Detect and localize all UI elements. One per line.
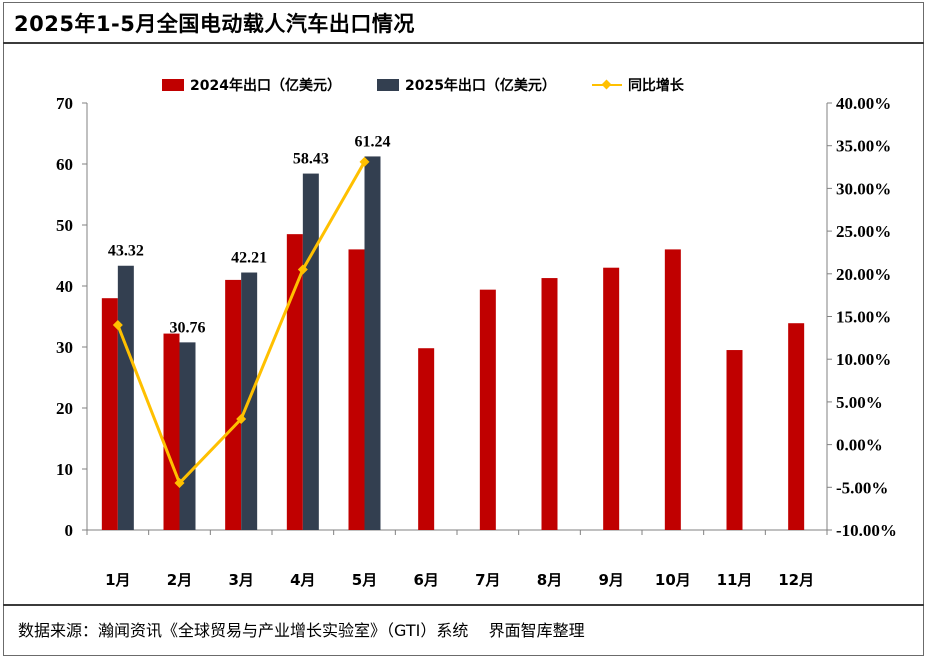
y-right-tick-label: 5.00%: [836, 393, 883, 412]
x-tick-label: 5月: [352, 571, 377, 589]
x-tick-label: 10月: [655, 571, 691, 589]
y-right-tick-label: 10.00%: [836, 350, 891, 369]
source-divider: [3, 604, 924, 606]
bar-2024: [664, 249, 681, 530]
x-tick-label: 7月: [475, 571, 500, 589]
data-label-2025: 61.24: [355, 133, 391, 150]
bar-2024: [286, 234, 303, 530]
legend-item-2025: 2025年出口（亿美元）: [376, 75, 556, 95]
x-tick-label: 1月: [105, 571, 130, 589]
y-left-tick-label: 60: [56, 155, 73, 174]
x-tick-label: 6月: [413, 571, 438, 589]
y-right-tick-label: 15.00%: [836, 308, 891, 327]
y-right-tick-label: -5.00%: [836, 478, 888, 497]
bar-2024: [163, 333, 180, 530]
data-label-2025: 30.76: [170, 319, 206, 336]
bar-2024: [101, 298, 118, 530]
growth-point: [112, 320, 123, 331]
legend-swatch-2024: [162, 79, 184, 91]
y-right-tick-label: 20.00%: [836, 265, 891, 284]
x-tick-label: 4月: [290, 571, 315, 589]
bar-2024: [479, 289, 496, 530]
bar-2024: [348, 249, 365, 530]
legend-swatch-growth: [591, 79, 622, 91]
legend-item-growth: 同比增长: [591, 75, 684, 95]
y-right-tick-label: 30.00%: [836, 179, 891, 198]
x-tick-label: 9月: [598, 571, 623, 589]
bar-2025: [302, 173, 319, 530]
legend-label-growth: 同比增长: [627, 78, 684, 94]
y-right-tick-label: 40.00%: [836, 94, 891, 113]
y-left-tick-label: 30: [56, 338, 73, 357]
y-right-tick-label: 0.00%: [836, 436, 883, 455]
x-tick-label: 2月: [167, 571, 192, 589]
growth-point: [297, 264, 308, 275]
y-right-tick-label: -10.00%: [836, 521, 897, 540]
legend-item-2024: 2024年出口（亿美元）: [162, 75, 341, 95]
chart-frame: [3, 2, 924, 656]
x-tick-label: 12月: [778, 571, 814, 589]
x-tick-label: 3月: [228, 571, 253, 589]
bar-2024: [726, 350, 743, 530]
y-right-tick-label: 25.00%: [836, 222, 891, 241]
y-right-tick-label: 35.00%: [836, 137, 891, 156]
data-label-2025: 42.21: [231, 250, 267, 267]
bar-2025: [364, 156, 381, 530]
y-left-tick-label: 0: [65, 521, 74, 540]
data-label-2025: 58.43: [293, 151, 329, 168]
bar-2024: [788, 323, 805, 530]
bar-2024: [225, 279, 242, 530]
x-tick-label: 8月: [537, 571, 562, 589]
bar-2024: [418, 348, 435, 530]
chart-legend: 2024年出口（亿美元） 2025年出口（亿美元） 同比增长: [162, 74, 720, 96]
growth-point: [359, 156, 370, 167]
growth-point: [174, 478, 185, 489]
y-left-tick-label: 70: [56, 94, 73, 113]
y-left-tick-label: 50: [56, 216, 73, 235]
bar-2024: [603, 267, 620, 530]
growth-point: [236, 413, 247, 424]
bar-2025: [179, 342, 196, 530]
y-left-tick-label: 20: [56, 399, 73, 418]
chart-title: 2025年1-5月全国电动载人汽车出口情况: [14, 12, 415, 36]
x-tick-label: 11月: [717, 571, 753, 589]
y-left-tick-label: 40: [56, 277, 73, 296]
data-label-2025: 43.32: [108, 243, 144, 260]
bar-2025: [117, 265, 134, 530]
title-divider: [3, 42, 924, 44]
legend-label-2025: 2025年出口（亿美元）: [404, 78, 556, 94]
source-note: 数据来源：瀚闻资讯《全球贸易与产业增长实验室》（GTI）系统 界面智库整理: [18, 621, 585, 640]
y-left-tick-label: 10: [56, 460, 73, 479]
legend-swatch-2025: [376, 79, 399, 91]
bar-2024: [541, 278, 558, 530]
legend-label-2024: 2024年出口（亿美元）: [190, 78, 341, 94]
